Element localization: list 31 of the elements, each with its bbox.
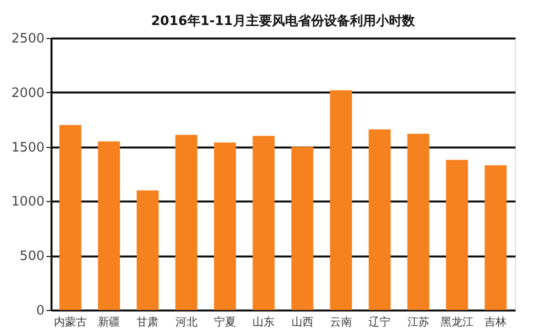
bar	[98, 141, 120, 310]
bar	[484, 165, 507, 310]
x-tick-label: 吉林	[484, 316, 507, 328]
x-tick-label: 江苏	[407, 316, 430, 328]
bar	[330, 90, 352, 310]
y-tick-label: 2000	[11, 86, 44, 101]
y-tick-label: 1500	[11, 140, 44, 156]
y-tick-label: 500	[20, 249, 44, 264]
bar	[214, 142, 236, 310]
x-tick-label: 宁夏	[214, 316, 236, 328]
y-tick-label: 0	[36, 304, 44, 318]
bar	[407, 134, 430, 310]
bar	[368, 129, 391, 310]
x-tick-label: 甘肃	[136, 316, 159, 328]
x-tick-label: 山西	[291, 316, 314, 328]
x-tick-label: 山东	[252, 316, 275, 328]
y-tick-label: 1000	[11, 194, 44, 210]
bar	[59, 125, 82, 310]
x-tick-label: 云南	[330, 316, 352, 328]
bar	[136, 190, 159, 310]
y-tick-label: 2500	[11, 32, 44, 46]
bar	[291, 146, 314, 310]
bar	[252, 136, 275, 310]
bar	[446, 160, 468, 310]
bar	[175, 134, 198, 310]
x-tick-label: 新疆	[98, 316, 120, 328]
chart-title: 2016年1-11月主要风电省份设备利用小时数	[151, 13, 416, 29]
x-tick-label: 黑龙江	[440, 316, 474, 328]
x-tick-label: 内蒙古	[54, 316, 87, 328]
x-tick-label: 河北	[175, 316, 198, 328]
x-tick-label: 辽宁	[368, 316, 391, 328]
